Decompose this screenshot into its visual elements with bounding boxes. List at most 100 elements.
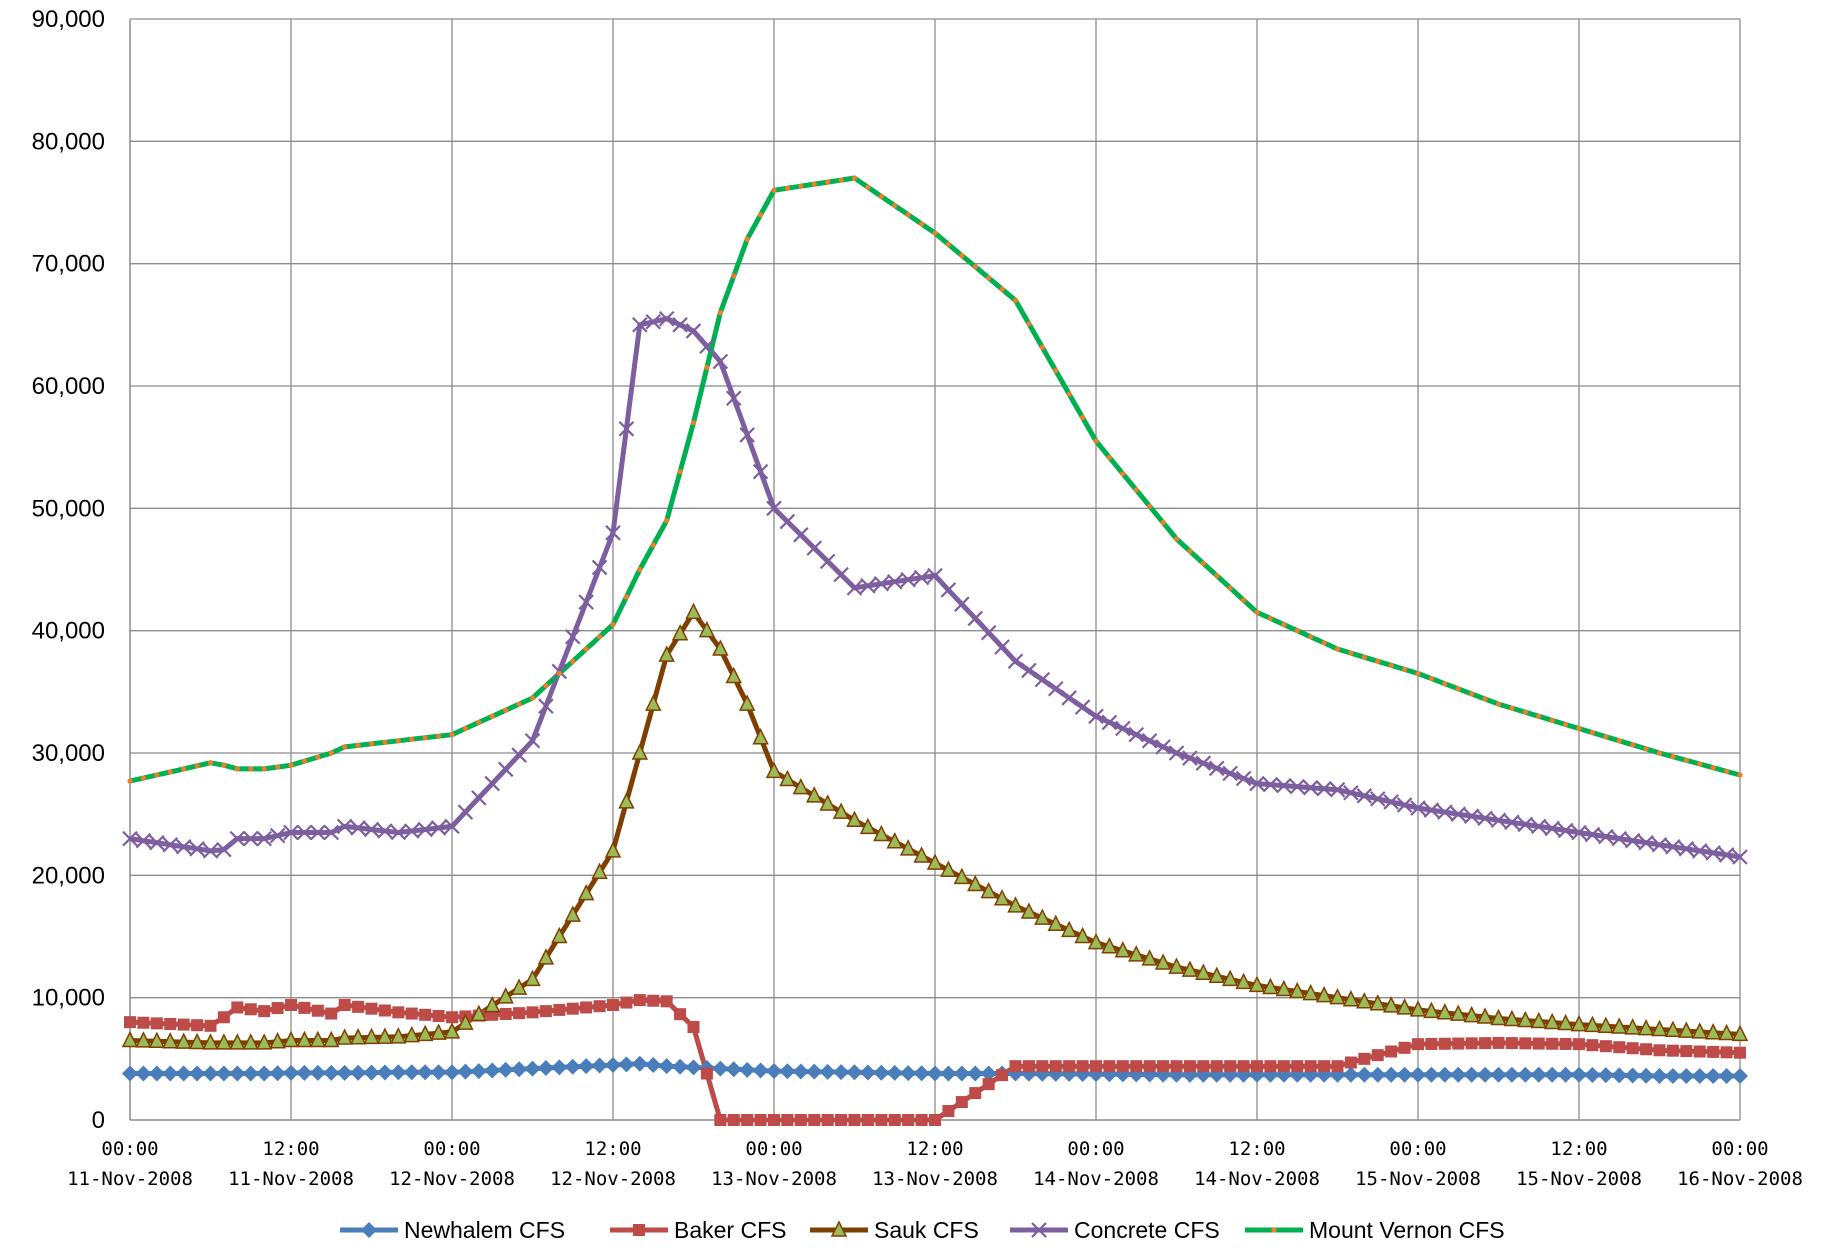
data-point-marker: [511, 1061, 527, 1077]
data-point-marker: [570, 659, 575, 664]
data-point-marker: [780, 515, 794, 529]
data-point-marker: [768, 1114, 780, 1126]
data-point-marker: [1737, 772, 1742, 777]
legend-label: Sauk CFS: [874, 1217, 979, 1243]
data-point-marker: [835, 1114, 847, 1126]
data-point-marker: [1546, 1038, 1558, 1050]
data-point-marker: [1144, 1060, 1156, 1072]
data-point-marker: [825, 180, 830, 185]
data-point-marker: [342, 744, 347, 749]
data-point-marker: [409, 737, 414, 742]
data-point-marker: [691, 420, 696, 425]
data-point-marker: [718, 310, 723, 315]
data-point-marker: [701, 1068, 713, 1080]
data-point-marker: [512, 748, 526, 762]
data-point-marker: [1295, 628, 1300, 633]
y-tick-label: 0: [92, 1107, 105, 1134]
data-point-marker: [892, 203, 897, 208]
data-point-marker: [361, 1222, 377, 1238]
data-point-marker: [1598, 1067, 1614, 1083]
legend-item: Mount Vernon CFS: [1245, 1217, 1505, 1243]
data-point-marker: [1429, 676, 1434, 681]
data-point-marker: [551, 1059, 567, 1075]
data-point-marker: [647, 995, 659, 1007]
data-point-marker: [1519, 1037, 1531, 1049]
y-tick-label: 50,000: [32, 495, 105, 522]
data-point-marker: [847, 1064, 863, 1080]
data-point-marker: [1734, 1047, 1746, 1059]
data-point-marker: [781, 1114, 793, 1126]
data-point-marker: [124, 1016, 136, 1028]
data-point-marker: [1147, 504, 1152, 509]
data-point-marker: [472, 791, 486, 805]
data-point-marker: [968, 611, 982, 625]
x-tick-date: 11-Nov-2008: [67, 1168, 193, 1190]
data-point-marker: [500, 1008, 512, 1020]
y-tick-label: 30,000: [32, 740, 105, 767]
data-point-marker: [1571, 1067, 1587, 1083]
data-point-marker: [1630, 742, 1635, 747]
data-point-marker: [191, 1019, 203, 1031]
x-tick-date: 15-Nov-2008: [1516, 1168, 1642, 1190]
data-point-marker: [959, 253, 964, 258]
data-point-marker: [605, 1057, 621, 1073]
data-point-marker: [632, 1056, 648, 1072]
data-point-marker: [565, 1059, 581, 1075]
data-point-marker: [154, 772, 159, 777]
data-point-marker: [659, 1058, 675, 1074]
y-tick-label: 80,000: [32, 128, 105, 155]
gridlines: [130, 19, 1740, 1120]
x-tick-time: 00:00: [101, 1138, 158, 1160]
data-point-marker: [580, 1001, 592, 1013]
y-tick-label: 90,000: [32, 6, 105, 33]
data-point-marker: [137, 1017, 149, 1029]
data-point-marker: [567, 1003, 579, 1015]
data-point-marker: [1107, 455, 1112, 460]
data-point-marker: [1667, 1045, 1679, 1057]
data-point-marker: [168, 769, 173, 774]
data-point-marker: [1584, 1067, 1600, 1083]
data-point-marker: [1318, 1060, 1330, 1072]
data-point-marker: [355, 743, 360, 748]
data-point-marker: [674, 1008, 686, 1020]
legend-label: Concrete CFS: [1074, 1217, 1220, 1243]
data-point-marker: [686, 1059, 702, 1075]
data-point-marker: [221, 763, 226, 768]
data-point-marker: [141, 775, 146, 780]
data-point-marker: [753, 1062, 769, 1078]
data-point-marker: [1385, 1045, 1397, 1057]
data-point-marker: [606, 843, 620, 857]
data-point-marker: [1281, 622, 1286, 627]
data-point-marker: [503, 708, 508, 713]
data-point-marker: [1187, 549, 1192, 554]
data-point-marker: [1268, 616, 1273, 621]
data-point-marker: [607, 999, 619, 1011]
data-point-marker: [1496, 701, 1501, 706]
data-point-marker: [1576, 726, 1581, 731]
data-point-marker: [262, 766, 267, 771]
data-point-marker: [178, 1019, 190, 1031]
data-point-marker: [1625, 1068, 1641, 1084]
data-point-marker: [525, 1061, 541, 1077]
data-point-marker: [516, 701, 521, 706]
data-point-marker: [578, 1058, 594, 1074]
data-point-marker: [513, 1007, 525, 1019]
data-point-marker: [849, 1114, 861, 1126]
data-point-marker: [1613, 1041, 1625, 1053]
data-point-marker: [325, 1008, 337, 1020]
data-point-marker: [527, 1006, 539, 1018]
data-point-marker: [1264, 1060, 1276, 1072]
data-point-marker: [498, 1062, 514, 1078]
data-point-marker: [902, 1114, 914, 1126]
data-point-marker: [798, 184, 803, 189]
data-point-marker: [916, 1114, 928, 1126]
data-point-marker: [1053, 368, 1058, 373]
data-point-marker: [339, 999, 351, 1011]
data-point-marker: [1228, 585, 1233, 590]
x-tick-date: 13-Nov-2008: [711, 1168, 837, 1190]
data-point-marker: [1402, 667, 1407, 672]
data-point-marker: [664, 518, 669, 523]
data-point-marker: [1479, 1037, 1491, 1049]
data-point-marker: [1389, 663, 1394, 668]
data-point-marker: [419, 1009, 431, 1021]
